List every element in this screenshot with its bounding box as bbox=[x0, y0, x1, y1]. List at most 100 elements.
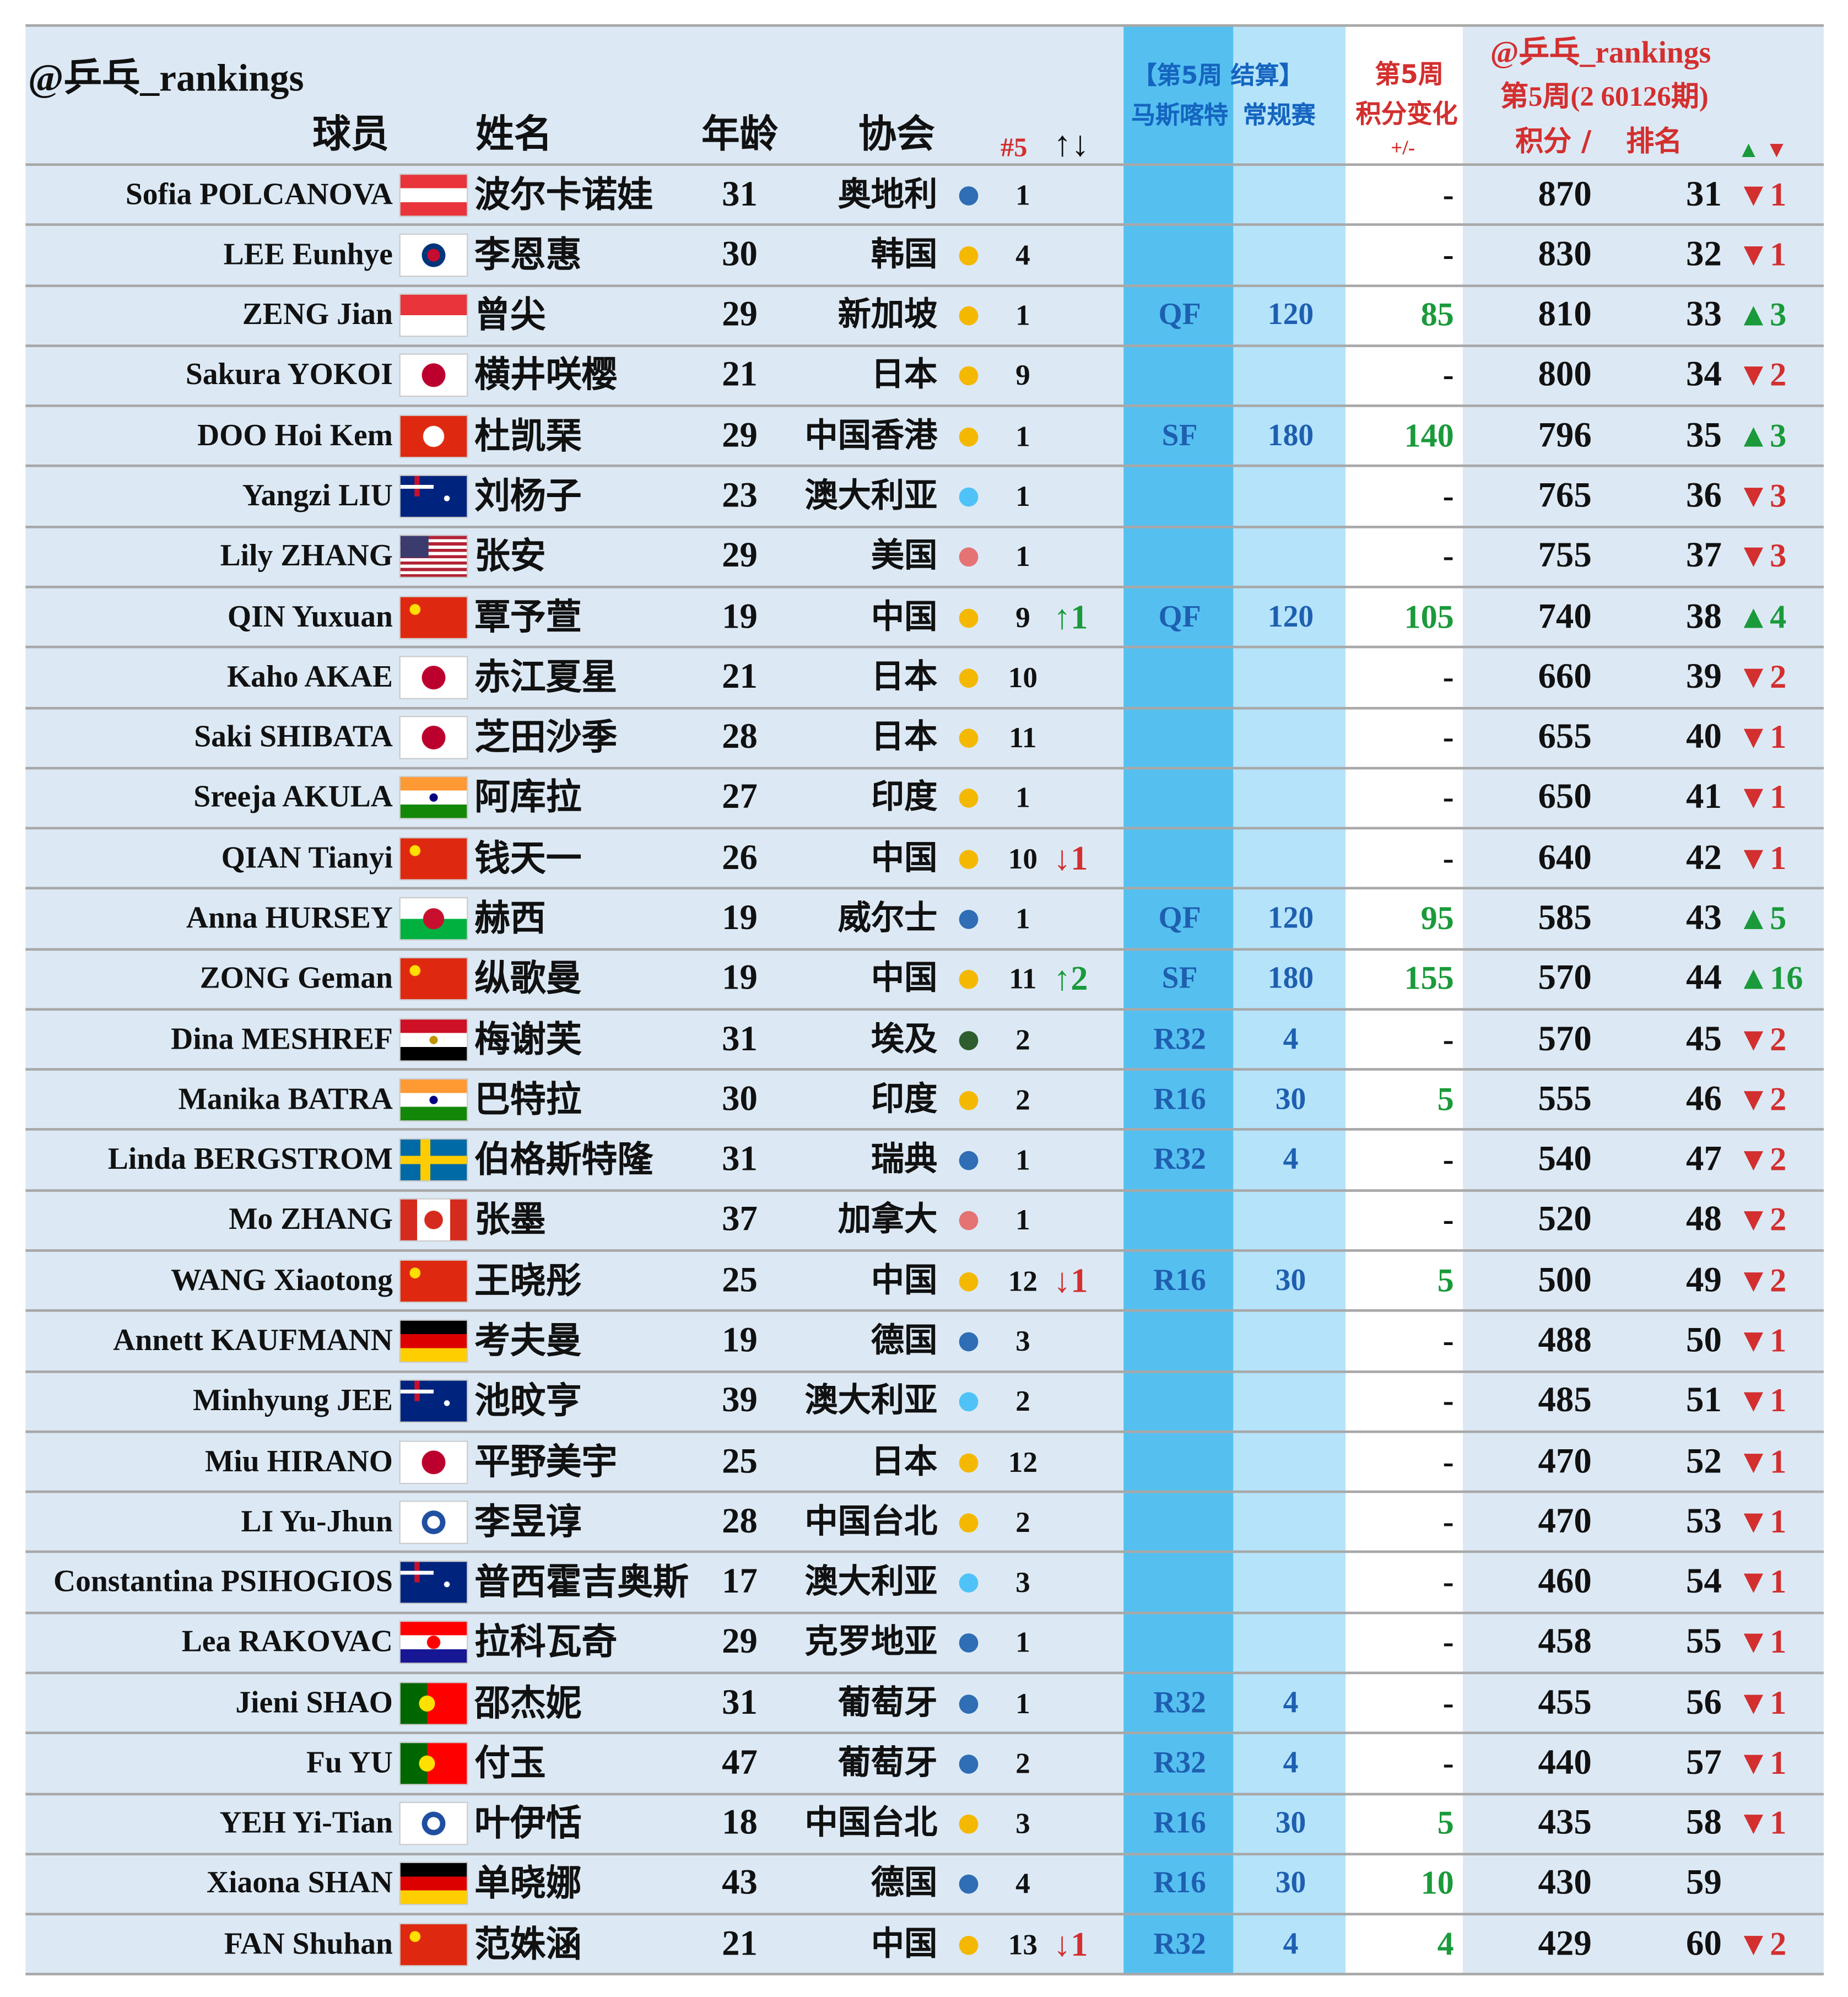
rank: 45 bbox=[1686, 1019, 1722, 1059]
chinese-name: 范姝涵 bbox=[474, 1923, 582, 1965]
event-stage: R32 bbox=[1153, 1023, 1206, 1056]
event-stage: QF bbox=[1158, 600, 1201, 634]
age: 31 bbox=[722, 1682, 758, 1723]
total-points: 435 bbox=[1538, 1803, 1592, 1843]
event-points: 30 bbox=[1275, 1264, 1306, 1298]
rank-change: ▲16 bbox=[1737, 960, 1803, 997]
player-name: Minhyung JEE bbox=[193, 1385, 393, 1418]
age: 19 bbox=[722, 1320, 758, 1361]
player-name: Manika BATRA bbox=[178, 1083, 393, 1116]
flag bbox=[400, 1079, 467, 1120]
age: 21 bbox=[722, 1924, 758, 1964]
total-points: 740 bbox=[1538, 596, 1592, 636]
association-dot bbox=[959, 608, 979, 628]
association-dot bbox=[959, 548, 979, 567]
chinese-name: 巴特拉 bbox=[474, 1078, 582, 1120]
seed: 10 bbox=[1008, 661, 1038, 694]
seed: 10 bbox=[1008, 842, 1038, 875]
age: 29 bbox=[722, 1622, 758, 1662]
change-column bbox=[1346, 25, 1463, 1976]
rank: 54 bbox=[1686, 1562, 1722, 1602]
seed-move: ↑2 bbox=[1053, 959, 1088, 998]
event-stage: R32 bbox=[1153, 1686, 1206, 1720]
seed-move: ↓1 bbox=[1053, 1924, 1088, 1963]
chinese-name: 芝田沙季 bbox=[474, 716, 618, 758]
flag bbox=[400, 1019, 467, 1060]
chinese-name: 波尔卡诺娃 bbox=[474, 173, 653, 215]
seed: 3 bbox=[1015, 1566, 1030, 1599]
rank: 60 bbox=[1686, 1924, 1722, 1964]
total-points: 796 bbox=[1538, 415, 1592, 456]
total-points: 800 bbox=[1538, 355, 1592, 395]
row-line bbox=[25, 1008, 1824, 1011]
flag bbox=[400, 1441, 467, 1482]
rank-change: ▼1 bbox=[1737, 175, 1787, 213]
age: 43 bbox=[722, 1864, 758, 1903]
rank: 49 bbox=[1686, 1260, 1722, 1300]
rank-change: ▲3 bbox=[1737, 417, 1787, 454]
association-dot bbox=[959, 306, 979, 326]
age: 31 bbox=[722, 174, 758, 214]
event-points: 4 bbox=[1283, 1143, 1299, 1177]
rank: 59 bbox=[1686, 1864, 1722, 1903]
association-dot bbox=[959, 186, 979, 205]
total-points: 655 bbox=[1538, 717, 1592, 757]
association: 日本 bbox=[871, 357, 938, 395]
flag bbox=[400, 1864, 467, 1905]
event-stage: SF bbox=[1161, 419, 1198, 453]
player-name: Constantina PSIHOGIOS bbox=[53, 1566, 393, 1599]
event-stage: R32 bbox=[1153, 1928, 1206, 1961]
row-line bbox=[25, 646, 1824, 649]
flag bbox=[400, 1140, 467, 1181]
association-dot bbox=[959, 366, 979, 386]
association: 中国台北 bbox=[804, 1503, 938, 1541]
row-line bbox=[25, 1551, 1824, 1554]
age: 25 bbox=[722, 1441, 758, 1481]
seed: 9 bbox=[1015, 359, 1030, 392]
player-name: Yangzi LIU bbox=[242, 479, 393, 513]
event-title: 【第5周 结算】 bbox=[1132, 62, 1304, 90]
rank: 34 bbox=[1686, 355, 1722, 395]
association-dot bbox=[959, 487, 979, 507]
player-name: Annett KAUFMANN bbox=[113, 1324, 393, 1358]
player-name: Sreeja AKULA bbox=[193, 781, 393, 815]
association: 日本 bbox=[871, 1442, 938, 1481]
total-points: 570 bbox=[1538, 958, 1592, 998]
rank-change: ▼1 bbox=[1737, 1804, 1787, 1842]
seed-move: ↑1 bbox=[1053, 597, 1088, 636]
total-points: 458 bbox=[1538, 1622, 1592, 1662]
points-change: - bbox=[1442, 1744, 1454, 1782]
rank-change: ▼3 bbox=[1737, 537, 1787, 575]
flag bbox=[400, 657, 467, 698]
rank-change: ▼1 bbox=[1737, 1503, 1787, 1540]
total-points: 485 bbox=[1538, 1381, 1592, 1421]
rank: 47 bbox=[1686, 1140, 1722, 1179]
total-points: 755 bbox=[1538, 536, 1592, 576]
event-points: 180 bbox=[1267, 419, 1314, 453]
rank-change: ▼3 bbox=[1737, 477, 1787, 515]
row-line bbox=[25, 525, 1824, 528]
flag bbox=[400, 295, 467, 336]
seed: 1 bbox=[1015, 1204, 1030, 1237]
event-points: 180 bbox=[1267, 962, 1314, 996]
row-line bbox=[25, 1732, 1824, 1735]
association: 奥地利 bbox=[837, 175, 938, 214]
association: 葡萄牙 bbox=[837, 1744, 938, 1783]
association-dot bbox=[959, 910, 979, 929]
up-symbol: ▲ bbox=[1737, 136, 1760, 163]
age: 39 bbox=[722, 1381, 758, 1421]
rank: 36 bbox=[1686, 476, 1722, 516]
event-points: 30 bbox=[1275, 1867, 1306, 1901]
chinese-name: 杜凯琹 bbox=[474, 414, 582, 457]
age: 31 bbox=[722, 1140, 758, 1179]
association: 澳大利亚 bbox=[804, 1382, 938, 1421]
points-change: - bbox=[1442, 236, 1454, 273]
col-player: 球员 bbox=[312, 112, 389, 157]
seed: 1 bbox=[1015, 299, 1030, 332]
flag bbox=[400, 898, 467, 940]
age: 19 bbox=[722, 596, 758, 636]
row-line bbox=[25, 344, 1824, 347]
total-points: 460 bbox=[1538, 1562, 1592, 1602]
association-dot bbox=[959, 1392, 979, 1412]
association: 瑞典 bbox=[871, 1141, 938, 1179]
